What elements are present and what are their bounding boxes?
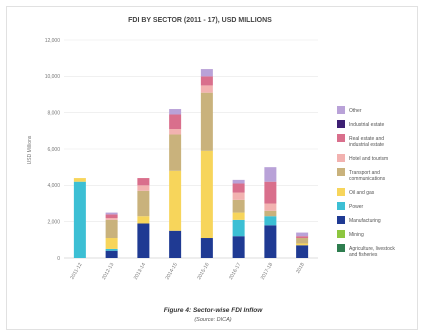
bar-segment <box>169 134 182 171</box>
legend-label: Industrial estate <box>349 122 385 128</box>
bar-segment <box>232 199 245 213</box>
legend-swatch <box>337 216 345 224</box>
figure-caption: Figure 4: Sector-wise FDI Inflow <box>164 307 264 314</box>
y-tick-label: 4,000 <box>47 183 60 189</box>
bar-segment <box>105 248 118 251</box>
bar-segment <box>296 245 309 258</box>
bar-segment <box>232 219 245 237</box>
legend-swatch <box>337 134 345 142</box>
legend-swatch <box>337 168 345 176</box>
bar-segment <box>264 216 277 226</box>
legend-label: Real estate and industrial estate <box>349 136 384 148</box>
x-axis-ticks: 2011-12 2012-13 2013-14 2014-15 2015-16 2016-… <box>69 262 306 281</box>
legend-swatch <box>337 230 345 238</box>
x-tick-label: 2011-12 <box>69 262 83 281</box>
y-tick-label: 10,000 <box>45 74 61 80</box>
bar-segment <box>232 179 245 184</box>
legend-label: Hotel and tourism <box>349 156 388 162</box>
y-tick-label: 0 <box>57 256 60 262</box>
x-tick-label: 2012-13 <box>101 262 115 281</box>
bar-segment <box>200 150 213 239</box>
bar-segment <box>137 216 150 224</box>
bar-segment <box>169 170 182 231</box>
legend-label: Other <box>349 108 362 114</box>
bar-segment <box>264 225 277 258</box>
bar-segment <box>296 238 309 244</box>
bar-segment <box>296 243 309 246</box>
bar-segment <box>73 181 86 258</box>
legend-label: Manufacturing <box>349 218 381 224</box>
legend-swatch <box>337 154 345 162</box>
bar-segment <box>169 129 182 135</box>
legend-label: Mining <box>349 232 364 238</box>
y-tick-label: 2,000 <box>47 219 60 225</box>
y-tick-label: 12,000 <box>45 38 61 44</box>
legend-label: Power <box>349 204 364 210</box>
bar-segment <box>232 192 245 200</box>
bar-segment <box>137 223 150 258</box>
bar-segment <box>169 230 182 258</box>
bar-segment <box>105 238 118 249</box>
bar-segment <box>232 183 245 193</box>
legend: Other Industrial estate Real estate and ind… <box>337 106 395 258</box>
bar-segment <box>137 178 150 186</box>
bar-segment <box>232 236 245 258</box>
bar-segment <box>264 167 277 182</box>
bar-segment <box>200 238 213 258</box>
bar-segment <box>105 219 118 239</box>
legend-swatch <box>337 244 345 252</box>
bar-segment <box>137 190 150 217</box>
bar-segment <box>200 92 213 151</box>
legend-swatch <box>337 106 345 114</box>
x-tick-label: 2014-15 <box>164 262 178 281</box>
chart-title: FDI BY SECTOR (2011 - 17), USD MILLIONS <box>128 17 272 24</box>
x-tick-label: 2017-18 <box>260 262 274 281</box>
bar-segment <box>105 212 118 215</box>
bar-segment <box>169 114 182 130</box>
bar-segment <box>232 212 245 220</box>
bars <box>73 69 309 258</box>
bar-segment <box>137 185 150 191</box>
bar-segment <box>264 210 277 217</box>
legend-label: Agriculture, livestock and fisheries <box>349 246 395 258</box>
bar-segment <box>169 109 182 115</box>
bar-segment <box>200 85 213 93</box>
legend-label: Transport and communications <box>349 170 386 182</box>
x-tick-label: 2013-14 <box>133 262 147 281</box>
legend-swatch <box>337 120 345 128</box>
figure-source: (Source: DICA) <box>194 317 231 323</box>
bar-segment <box>105 214 118 219</box>
bar-segment <box>200 69 213 77</box>
x-tick-label: 2018 <box>295 262 306 275</box>
bar-segment <box>296 232 309 237</box>
y-tick-label: 8,000 <box>47 110 60 116</box>
bar-segment <box>296 236 309 239</box>
x-tick-label: 2016-17 <box>228 262 242 281</box>
bar-segment <box>105 218 118 220</box>
legend-swatch <box>337 188 345 196</box>
gridlines <box>64 39 318 259</box>
y-tick-label: 6,000 <box>47 147 60 153</box>
x-tick-label: 2015-16 <box>196 262 210 281</box>
legend-swatch <box>337 202 345 210</box>
y-axis-ticks: 0 2,000 4,000 6,000 8,000 10,000 12,000 <box>45 38 61 262</box>
legend-label: Oil and gas <box>349 190 375 196</box>
bar-segment <box>200 76 213 86</box>
bar-segment <box>73 178 86 182</box>
bar-segment <box>264 203 277 211</box>
bar-segment <box>264 181 277 204</box>
y-axis-label: USD Millions <box>27 135 33 164</box>
bar-segment <box>105 250 118 258</box>
